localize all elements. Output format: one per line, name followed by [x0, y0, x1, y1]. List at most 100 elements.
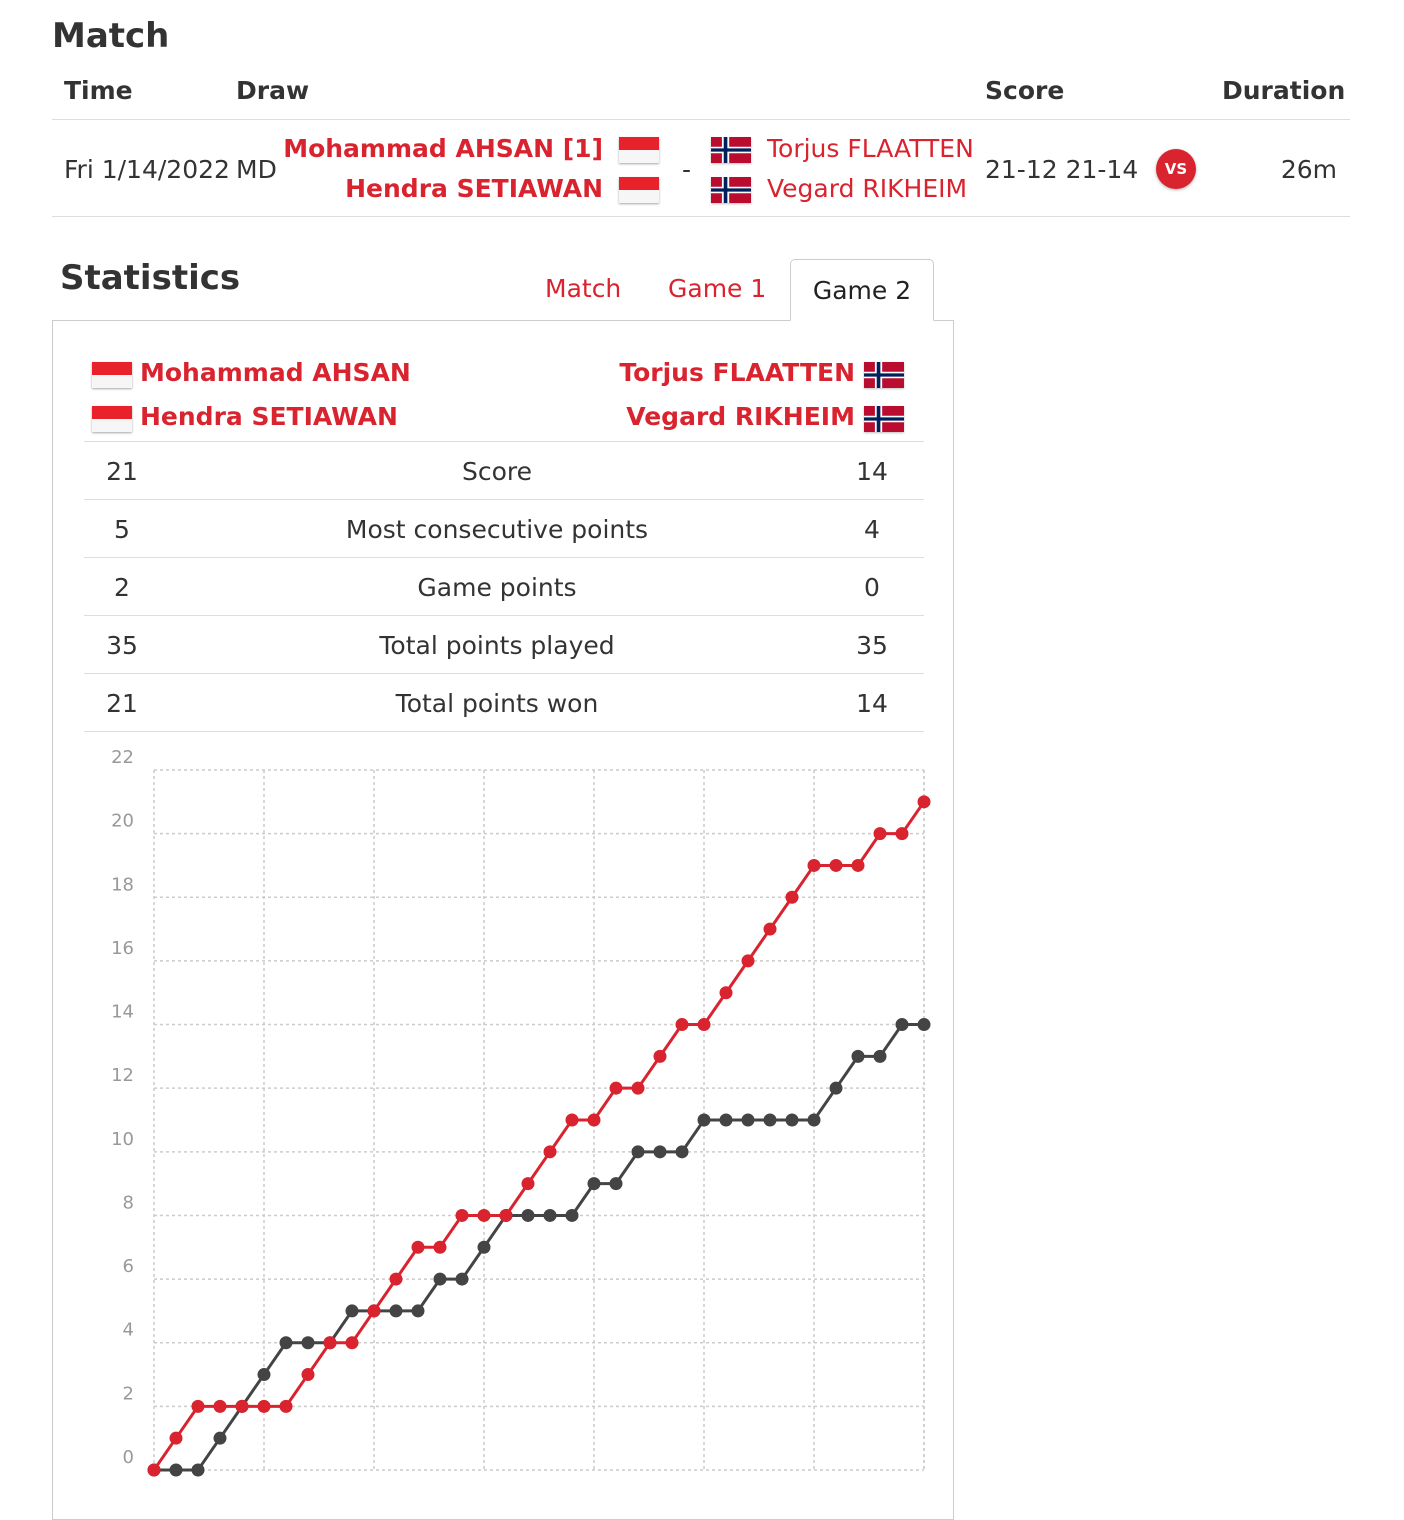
norway-flag-icon	[711, 177, 751, 203]
match-duration: 26m	[1280, 155, 1337, 184]
team1-player2-link[interactable]: Hendra SETIAWAN	[345, 174, 603, 203]
team1-series-point	[169, 1431, 183, 1445]
statistics-section-title: Statistics	[60, 258, 241, 298]
team2-value: 14	[856, 689, 888, 718]
stat-label: Total points played	[379, 631, 615, 660]
y-tick-label: 6	[123, 1256, 134, 1277]
head-to-head-vs-icon[interactable]: VS	[1156, 149, 1196, 189]
team1-value: 5	[114, 515, 130, 544]
score-progression-chart: 0 2 4 6 8 10 12 14 16 18 20 22	[111, 747, 931, 1477]
team2-series-point	[301, 1336, 315, 1350]
team1-series-point	[829, 858, 843, 872]
team2-player1-link[interactable]: Torjus FLAATTEN	[767, 134, 974, 163]
team2-value: 4	[864, 515, 880, 544]
score-column-header: Score	[985, 76, 1065, 105]
stats-team2-player1-link[interactable]: Torjus FLAATTEN	[619, 358, 855, 387]
team2-series-point	[279, 1336, 293, 1350]
team1-series-point	[675, 1018, 689, 1032]
tab-match[interactable]: Match	[545, 274, 622, 303]
stat-label: Score	[461, 457, 533, 486]
team1-series-point	[323, 1336, 337, 1350]
team-separator: -	[682, 155, 692, 184]
duration-column-header: Duration	[1222, 76, 1346, 105]
team1-series-point	[587, 1113, 601, 1127]
stats-team2-player2-link[interactable]: Vegard RIKHEIM	[626, 402, 855, 431]
team2-series-point	[213, 1431, 227, 1445]
y-tick-label: 16	[111, 938, 134, 959]
team1-series-point	[279, 1399, 293, 1413]
team2-series-point	[521, 1208, 535, 1222]
team1-player1-link[interactable]: Mohammad AHSAN [1]	[283, 134, 603, 163]
header-divider	[52, 119, 1350, 120]
team1-value: 35	[106, 631, 138, 660]
stats-row-most-consecutive-points: 5 Most consecutive points 4	[84, 500, 924, 558]
draw-column-header: Draw	[236, 76, 310, 105]
team2-series-point	[719, 1113, 733, 1127]
team1-series-point	[895, 827, 909, 841]
y-tick-label: 20	[111, 811, 134, 832]
draw-link[interactable]: MD	[236, 155, 277, 184]
team2-value: 35	[856, 631, 888, 660]
team2-series-point	[631, 1145, 645, 1159]
team1-series-point	[147, 1463, 161, 1477]
norway-flag-icon	[864, 362, 904, 388]
team1-series-point	[213, 1399, 227, 1413]
team2-series-point	[191, 1463, 205, 1477]
team1-series-point	[697, 1018, 711, 1032]
team2-series-point	[609, 1177, 623, 1191]
stats-team1-player1-link[interactable]: Mohammad AHSAN	[140, 358, 411, 387]
team1-series-line	[152, 800, 926, 1471]
y-tick-label: 4	[123, 1320, 134, 1341]
match-time: Fri 1/14/2022	[64, 155, 230, 184]
team2-series-point	[807, 1113, 821, 1127]
stats-header-divider	[84, 441, 924, 442]
tab-game-1[interactable]: Game 1	[668, 274, 767, 303]
stat-label: Game points	[417, 573, 577, 602]
y-tick-label: 8	[123, 1192, 134, 1213]
team2-series-point	[389, 1304, 403, 1318]
stat-label: Total points won	[395, 689, 599, 718]
team2-series-point	[345, 1304, 359, 1318]
team2-series-point	[851, 1049, 865, 1063]
stats-team1-player2-link[interactable]: Hendra SETIAWAN	[140, 402, 398, 431]
team1-series-point	[719, 986, 733, 1000]
team1-series-point	[499, 1208, 513, 1222]
team1-series-point	[367, 1304, 381, 1318]
team2-series-point	[411, 1304, 425, 1318]
team1-series-point	[389, 1272, 403, 1286]
tab-game-2[interactable]: Game 2	[790, 259, 934, 321]
indonesia-flag-icon	[619, 137, 659, 163]
team2-series-point	[785, 1113, 799, 1127]
norway-flag-icon	[864, 406, 904, 432]
norway-flag-icon	[711, 137, 751, 163]
team1-value: 2	[114, 573, 130, 602]
match-section-title: Match	[52, 16, 170, 56]
y-tick-label: 12	[111, 1065, 134, 1086]
team2-value: 0	[864, 573, 880, 602]
team1-series-point	[521, 1177, 535, 1191]
team1-series-point	[763, 922, 777, 936]
team1-series-point	[345, 1336, 359, 1350]
stats-row-game-points: 2 Game points 0	[84, 558, 924, 616]
team1-series-point	[785, 890, 799, 904]
team1-series-point	[631, 1081, 645, 1095]
time-column-header: Time	[64, 76, 133, 105]
team1-series-point	[565, 1113, 579, 1127]
team1-series-point	[653, 1049, 667, 1063]
team2-series-point	[829, 1081, 843, 1095]
team1-series-point	[477, 1208, 491, 1222]
team2-player2-link[interactable]: Vegard RIKHEIM	[767, 174, 968, 203]
team2-series-point	[653, 1145, 667, 1159]
team1-value: 21	[106, 689, 138, 718]
team2-series-point	[697, 1113, 711, 1127]
team1-series-point	[455, 1208, 469, 1222]
team2-series-point	[455, 1272, 469, 1286]
team1-value: 21	[106, 457, 138, 486]
team1-series-point	[851, 858, 865, 872]
team2-series-point	[477, 1240, 491, 1254]
match-score: 21-12 21-14	[985, 155, 1139, 184]
y-tick-label: 22	[111, 747, 134, 768]
team1-series-point	[543, 1145, 557, 1159]
team1-series-point	[411, 1240, 425, 1254]
y-tick-label: 10	[111, 1129, 134, 1150]
